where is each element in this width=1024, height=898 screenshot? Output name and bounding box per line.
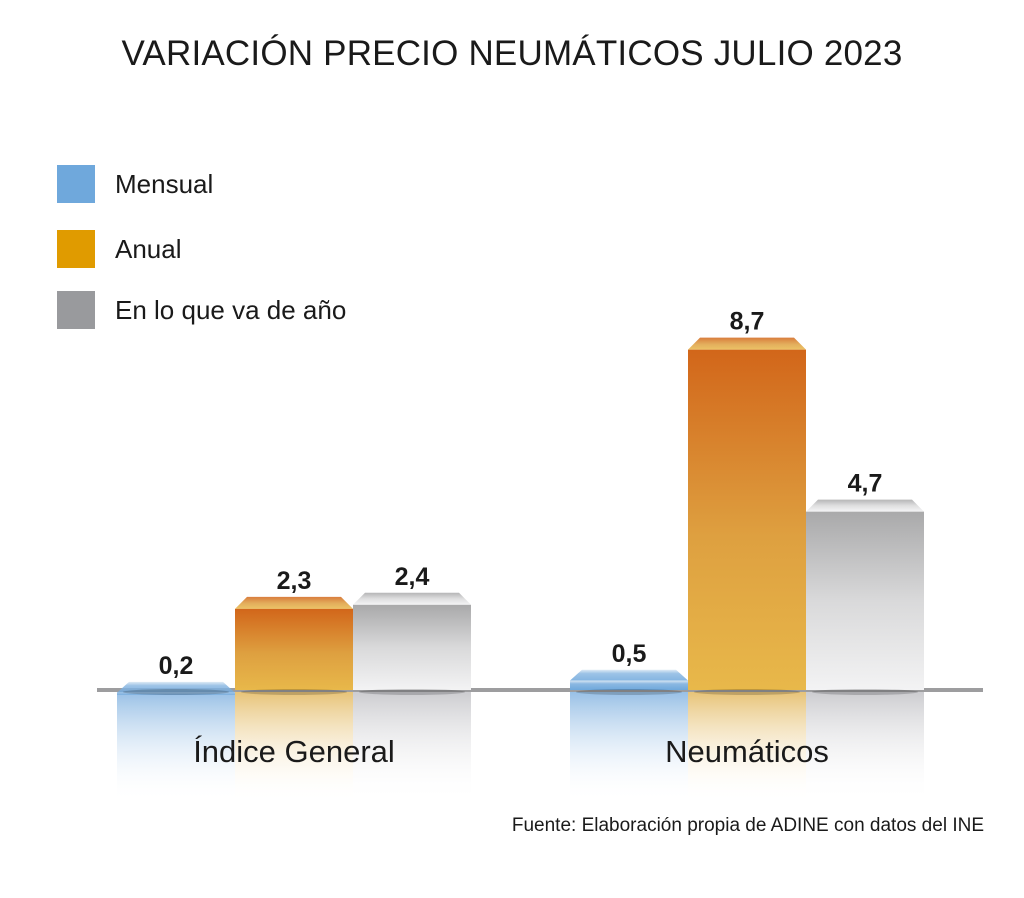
bar-top-anual-neumaticos bbox=[688, 337, 806, 350]
bar-shadow-en-lo-que-va-de-ano-neumaticos bbox=[811, 689, 919, 695]
chart-title: VARIACIÓN PRECIO NEUMÁTICOS JULIO 2023 bbox=[121, 34, 903, 73]
legend-label-mensual: Mensual bbox=[115, 168, 214, 199]
value-label-anual-indice-general: 2,3 bbox=[277, 567, 312, 595]
legend-item-anual: Anual bbox=[57, 230, 182, 268]
bar-reflection-mensual-neumaticos bbox=[570, 692, 688, 802]
bar-top-en-lo-que-va-de-ano-neumaticos bbox=[806, 499, 924, 512]
legend-item-mensual: Mensual bbox=[57, 165, 213, 203]
bar-shadow-anual-indice-general bbox=[240, 689, 348, 695]
bar-reflection-en-lo-que-va-de-ano-indice-general bbox=[353, 692, 471, 802]
bar-top-mensual-indice-general bbox=[117, 681, 235, 693]
bar-top-en-lo-que-va-de-ano-indice-general bbox=[353, 592, 471, 605]
value-label-mensual-neumaticos: 0,5 bbox=[612, 640, 647, 668]
bar-reflection-mensual-indice-general bbox=[117, 692, 235, 802]
bar-mensual-neumaticos bbox=[570, 680, 688, 690]
legend-label-anual: Anual bbox=[115, 233, 182, 264]
bar-mensual-indice-general bbox=[117, 692, 235, 695]
value-label-en-lo-que-va-de-ano-neumaticos: 4,7 bbox=[848, 470, 883, 498]
legend-swatch-en-lo-que-va-de-ano bbox=[57, 291, 95, 329]
legend-swatch-anual bbox=[57, 230, 95, 268]
bar-shadow-en-lo-que-va-de-ano-indice-general bbox=[358, 689, 466, 695]
category-label-indice-general: Índice General bbox=[193, 734, 395, 769]
legend-swatch-mensual bbox=[57, 165, 95, 203]
bar-en-lo-que-va-de-ano-indice-general bbox=[353, 604, 471, 690]
value-label-anual-neumaticos: 8,7 bbox=[730, 308, 765, 336]
bar-reflection-en-lo-que-va-de-ano-neumaticos bbox=[806, 692, 924, 802]
bar-top-anual-indice-general bbox=[235, 596, 353, 609]
source-note: Fuente: Elaboración propia de ADINE con … bbox=[511, 815, 984, 836]
bar-shadow-mensual-indice-general bbox=[122, 689, 230, 695]
bar-anual-indice-general bbox=[235, 608, 353, 690]
bar-shadow-anual-neumaticos bbox=[693, 689, 801, 695]
bar-en-lo-que-va-de-ano-neumaticos bbox=[806, 511, 924, 690]
legend-label-en-lo-que-va-de-ano: En lo que va de año bbox=[115, 294, 347, 325]
value-label-en-lo-que-va-de-ano-indice-general: 2,4 bbox=[395, 563, 430, 591]
value-label-mensual-indice-general: 0,2 bbox=[159, 652, 194, 680]
bar-reflection-anual-neumaticos bbox=[688, 692, 806, 802]
category-label-neumaticos: Neumáticos bbox=[665, 734, 829, 769]
bar-reflection-anual-indice-general bbox=[235, 692, 353, 802]
bar-top-mensual-neumaticos bbox=[570, 669, 688, 681]
legend-item-en-lo-que-va-de-ano: En lo que va de año bbox=[57, 291, 346, 329]
bar-anual-neumaticos bbox=[688, 349, 806, 690]
bar-shadow-mensual-neumaticos bbox=[575, 689, 683, 695]
